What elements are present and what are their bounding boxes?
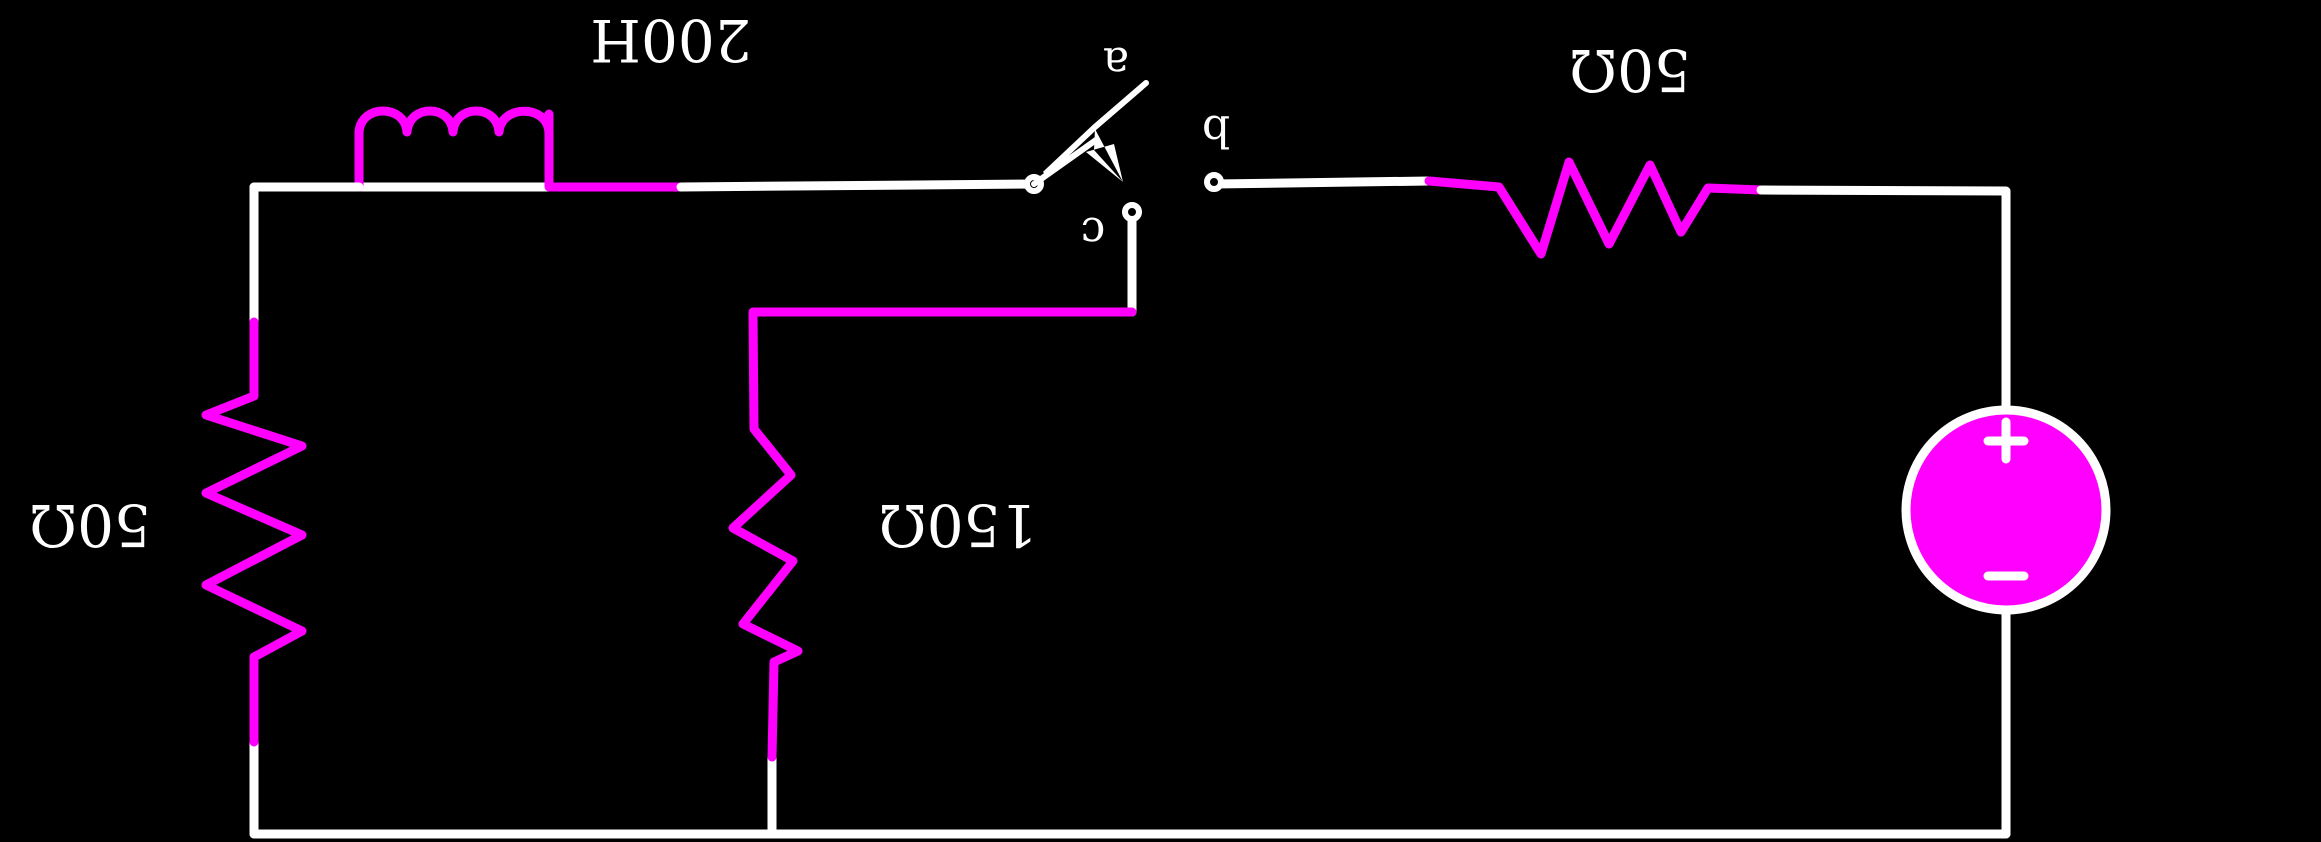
voltage-source: [1901, 405, 2111, 615]
switch-node-b: [1204, 172, 1224, 192]
label-switch-c: c: [1081, 207, 1106, 258]
label-switch-b: b: [1202, 105, 1230, 156]
label-resistor-top-right: 50Ω: [1569, 36, 1691, 104]
label-resistor-left: 50Ω: [29, 491, 151, 559]
wire-resistor-to-source: [1756, 185, 2011, 412]
switch-arrow: [1086, 129, 1123, 182]
plus-sign: [1983, 417, 2029, 464]
switch-node-c: [1122, 202, 1142, 222]
resistor-top-right: [1424, 157, 1766, 259]
resistor-left: [201, 317, 307, 747]
wire-to-switch-a: [676, 179, 1039, 192]
resistor-middle: [728, 307, 1137, 762]
switch-crossing-line: [1042, 80, 1149, 177]
label-resistor-middle: 150Ω: [879, 491, 1038, 559]
inductor: [249, 106, 686, 192]
label-switch-a: a: [1103, 37, 1129, 88]
label-inductor: 200H: [590, 6, 751, 74]
switch-blade: [1031, 137, 1099, 187]
wire-b-to-resistor: [1209, 176, 1434, 189]
mirrored-schematic: [201, 80, 2111, 839]
